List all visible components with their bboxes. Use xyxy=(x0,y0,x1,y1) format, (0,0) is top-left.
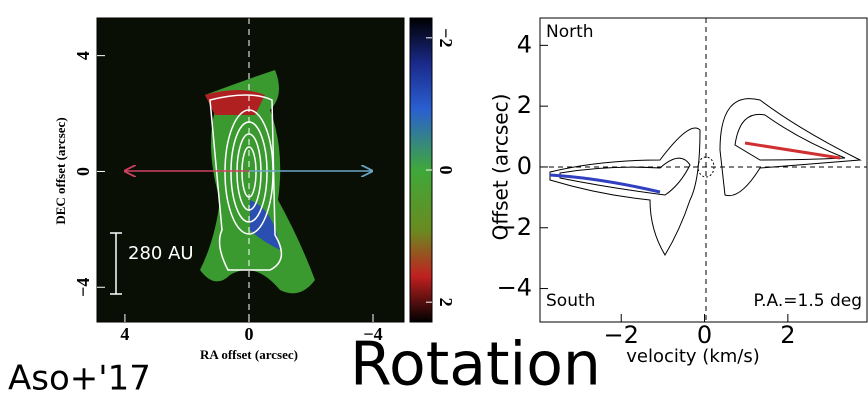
y-tick-label: −4 xyxy=(497,274,532,302)
x-tick-label: 0 xyxy=(697,321,712,349)
y-axis-label: DEC offset (arcsec) xyxy=(53,117,68,224)
x-axis-label: velocity (km/s) xyxy=(626,346,760,367)
citation: Aso+'17 xyxy=(8,359,151,399)
x-tick-label: 2 xyxy=(780,321,795,349)
y-tick-label: 0 xyxy=(517,152,532,180)
annotation: 280 AU xyxy=(128,243,194,264)
frame xyxy=(539,17,868,323)
x-tick-label: 0 xyxy=(244,324,253,344)
moment-map xyxy=(200,70,315,294)
frame xyxy=(96,17,405,323)
y-tick-label: 4 xyxy=(73,51,93,60)
y-tick-label: 2 xyxy=(517,91,532,119)
slide-title: Rotation xyxy=(350,330,601,400)
x-axis-label: RA offset (arcsec) xyxy=(200,347,298,362)
y-tick-label: −2 xyxy=(497,213,532,241)
colorbar-tick-label: −2 xyxy=(436,28,456,47)
x-tick-label: −4 xyxy=(363,324,382,344)
blue-trace xyxy=(549,173,661,194)
colorbar-tick-label: 2 xyxy=(436,298,456,307)
x-tick-label: −2 xyxy=(604,321,639,349)
x-tick-label: 4 xyxy=(120,324,129,344)
scale-bar xyxy=(110,232,122,295)
red-trace xyxy=(744,141,841,160)
y-tick-label: 4 xyxy=(517,30,532,58)
y-tick-label: 0 xyxy=(73,167,93,176)
annotation: North xyxy=(546,22,594,42)
colorbar-tick-label: 0 xyxy=(436,166,456,175)
contours xyxy=(549,98,862,256)
annotation: South xyxy=(546,291,595,311)
y-axis-label: Offset (arcsec) xyxy=(489,94,513,241)
y-tick-label: −4 xyxy=(73,278,93,297)
annotation: P.A.=1.5 deg xyxy=(754,291,862,311)
